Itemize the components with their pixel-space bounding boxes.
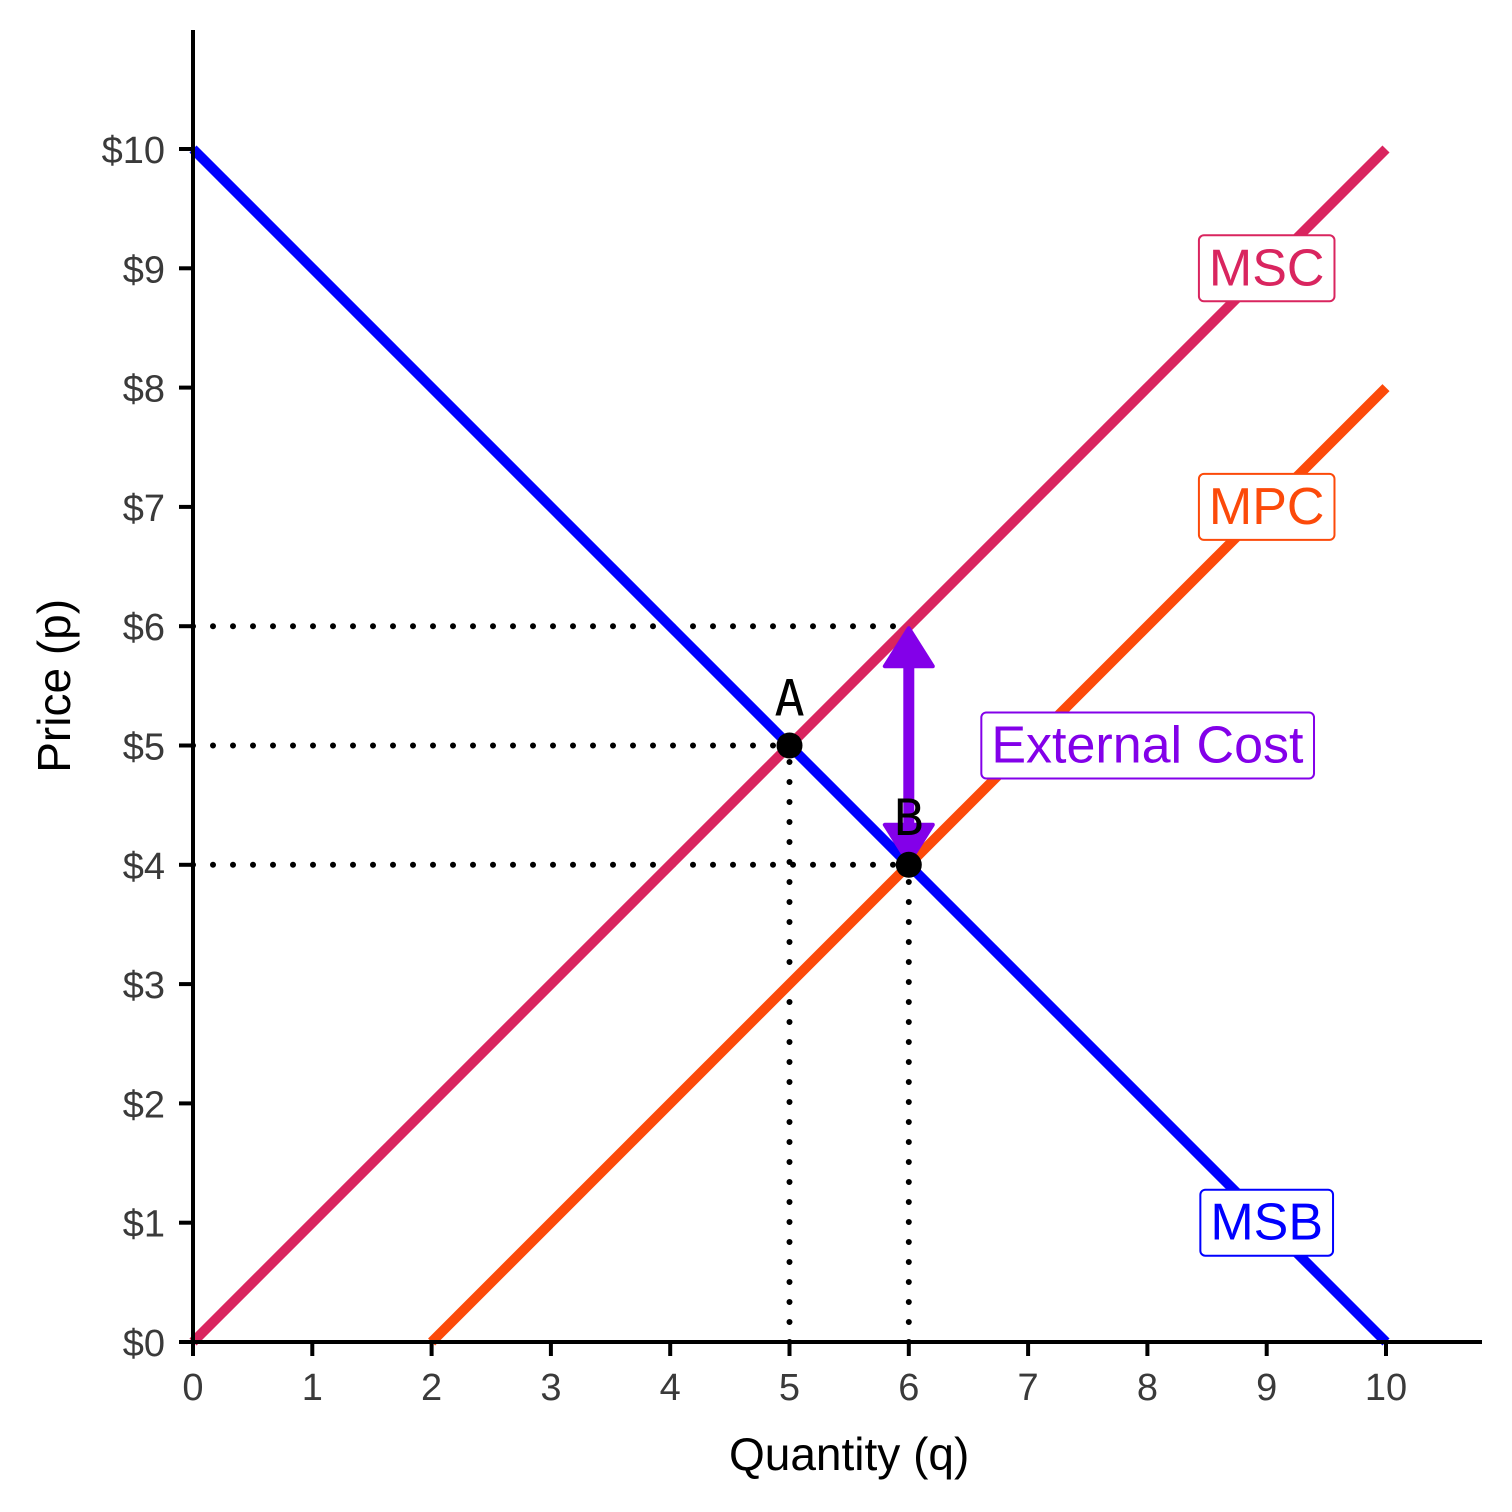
external-cost-arrow-head-up xyxy=(882,626,935,669)
y-tick-label-1: $1 xyxy=(123,1204,165,1246)
points: AB xyxy=(774,670,924,878)
external-cost-label: External Cost xyxy=(991,717,1304,775)
x-tick-label-10: 10 xyxy=(1365,1367,1407,1409)
external-cost-label-group: External Cost xyxy=(980,711,1316,780)
mpc-label: MPC xyxy=(1209,478,1325,536)
x-tick-label-4: 4 xyxy=(660,1367,681,1409)
x-axis-title: Quantity (q) xyxy=(729,1428,969,1480)
y-tick-label-0: $0 xyxy=(123,1323,165,1365)
guide-lines xyxy=(190,623,912,1345)
mpc-label-box xyxy=(1197,472,1336,541)
y-tick-label-9: $9 xyxy=(123,249,165,291)
point-label-a: A xyxy=(774,670,804,728)
msc-label-box xyxy=(1197,234,1336,303)
external-cost-label-box xyxy=(980,711,1316,780)
point-b xyxy=(895,851,922,878)
x-tick-label-1: 1 xyxy=(302,1367,323,1409)
y-tick-label-7: $7 xyxy=(123,488,165,530)
point-a xyxy=(776,732,803,759)
ticks: 0 1 2 3 4 5 6 7 8 9 10 $0 $1 $2 $3 $4 $5 $6 $7 $8 $9 $10 xyxy=(102,130,1408,1409)
y-tick-label-6: $6 xyxy=(123,607,165,649)
msb-label-box xyxy=(1199,1188,1335,1257)
external-cost-arrow-group xyxy=(882,626,935,865)
y-tick-label-2: $2 xyxy=(123,1084,165,1126)
y-tick-label-10: $10 xyxy=(102,130,165,172)
y-axis-title: Price (p) xyxy=(28,599,80,773)
msb-label: MSB xyxy=(1210,1194,1323,1252)
x-tick-label-5: 5 xyxy=(779,1367,800,1409)
x-tick-label-0: 0 xyxy=(182,1367,203,1409)
x-tick-label-2: 2 xyxy=(421,1367,442,1409)
labels: Quantity (q) Price (p) MSB MSC MPC External C… xyxy=(28,234,1336,1480)
x-tick-label-3: 3 xyxy=(540,1367,561,1409)
mpc-label-group: MPC xyxy=(1197,472,1336,541)
x-tick-label-8: 8 xyxy=(1137,1367,1158,1409)
external-cost-arrow-head-down xyxy=(882,822,935,865)
x-tick-label-9: 9 xyxy=(1256,1367,1277,1409)
msc-label-group: MSC xyxy=(1197,234,1336,303)
y-tick-label-4: $4 xyxy=(123,846,165,888)
y-tick-label-5: $5 xyxy=(123,727,165,769)
y-tick-label-8: $8 xyxy=(123,369,165,411)
x-tick-label-7: 7 xyxy=(1018,1367,1039,1409)
x-tick-label-6: 6 xyxy=(898,1367,919,1409)
msb-label-group: MSB xyxy=(1199,1188,1335,1257)
msc-label: MSC xyxy=(1209,239,1325,297)
point-label-b: B xyxy=(894,789,924,847)
y-tick-label-3: $3 xyxy=(123,965,165,1007)
